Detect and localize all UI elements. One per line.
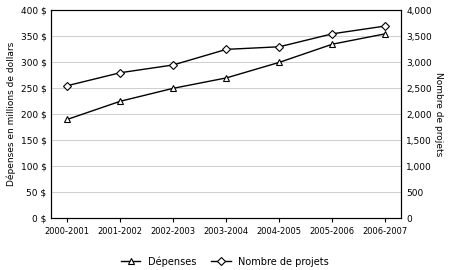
Y-axis label: Dépenses en millions de dollars: Dépenses en millions de dollars [7, 42, 17, 186]
Nombre de projets [224, 48, 229, 51]
Nombre de projets [277, 45, 282, 48]
Dépenses [382, 32, 388, 35]
Dépenses [277, 61, 282, 64]
Dépenses [64, 118, 70, 121]
Dépenses [117, 100, 123, 103]
Nombre de projets [171, 63, 176, 67]
Dépenses [330, 43, 335, 46]
Line: Dépenses: Dépenses [64, 31, 388, 122]
Nombre de projets [330, 32, 335, 35]
Nombre de projets [382, 24, 388, 28]
Dépenses [224, 76, 229, 80]
Nombre de projets [117, 71, 123, 74]
Line: Nombre de projets: Nombre de projets [64, 23, 388, 89]
Dépenses [171, 87, 176, 90]
Nombre de projets [64, 84, 70, 87]
Y-axis label: Nombre de projets: Nombre de projets [434, 72, 443, 156]
Legend: Dépenses, Nombre de projets: Dépenses, Nombre de projets [117, 252, 333, 270]
